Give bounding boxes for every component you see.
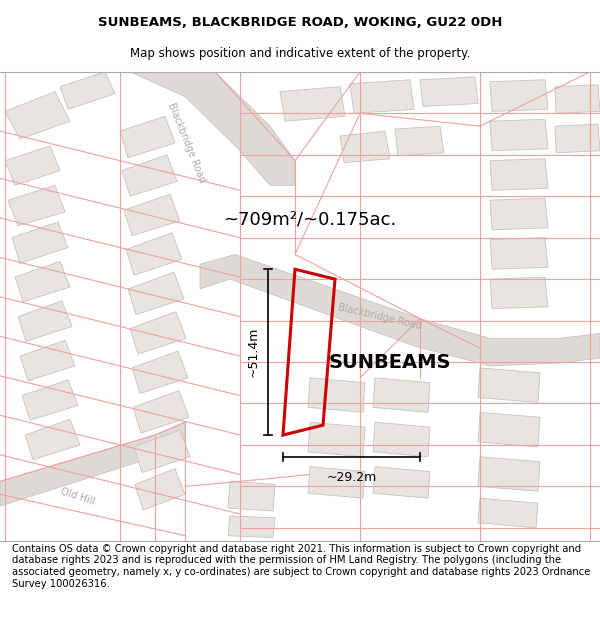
Polygon shape	[395, 126, 444, 156]
Polygon shape	[60, 72, 115, 109]
Polygon shape	[133, 391, 189, 433]
Polygon shape	[5, 146, 60, 186]
Polygon shape	[490, 277, 548, 309]
Text: Map shows position and indicative extent of the property.: Map shows position and indicative extent…	[130, 48, 470, 61]
Polygon shape	[340, 131, 390, 162]
Polygon shape	[120, 116, 175, 158]
Polygon shape	[350, 80, 414, 113]
Polygon shape	[132, 351, 188, 394]
Polygon shape	[22, 380, 78, 420]
Polygon shape	[8, 186, 65, 226]
Text: SUNBEAMS: SUNBEAMS	[329, 354, 451, 372]
Polygon shape	[134, 430, 190, 472]
Polygon shape	[373, 467, 430, 498]
Text: Contains OS data © Crown copyright and database right 2021. This information is : Contains OS data © Crown copyright and d…	[12, 544, 590, 589]
Polygon shape	[478, 368, 540, 402]
Text: ~51.4m: ~51.4m	[247, 327, 260, 378]
Text: Blackbridge Road: Blackbridge Road	[337, 302, 423, 331]
Polygon shape	[126, 232, 182, 275]
Polygon shape	[490, 198, 548, 230]
Polygon shape	[373, 378, 430, 412]
Polygon shape	[25, 419, 80, 460]
Polygon shape	[135, 469, 185, 510]
Polygon shape	[15, 261, 70, 302]
Polygon shape	[373, 422, 430, 457]
Polygon shape	[128, 272, 184, 314]
Polygon shape	[280, 87, 345, 121]
Polygon shape	[228, 516, 275, 538]
Polygon shape	[478, 498, 538, 528]
Text: ~709m²/~0.175ac.: ~709m²/~0.175ac.	[223, 211, 397, 229]
Polygon shape	[122, 155, 177, 196]
Polygon shape	[490, 159, 548, 190]
Polygon shape	[0, 422, 185, 506]
Polygon shape	[555, 85, 600, 113]
Polygon shape	[18, 301, 72, 341]
Polygon shape	[555, 124, 600, 152]
Text: Blackbridge Road: Blackbridge Road	[166, 101, 208, 184]
Text: SUNBEAMS, BLACKBRIDGE ROAD, WOKING, GU22 0DH: SUNBEAMS, BLACKBRIDGE ROAD, WOKING, GU22…	[98, 16, 502, 29]
Polygon shape	[20, 340, 75, 381]
Polygon shape	[124, 194, 180, 236]
Polygon shape	[5, 92, 70, 139]
Polygon shape	[200, 254, 600, 366]
Polygon shape	[420, 77, 478, 106]
Polygon shape	[490, 238, 548, 269]
Polygon shape	[308, 378, 365, 412]
Polygon shape	[490, 80, 548, 111]
Polygon shape	[478, 457, 540, 491]
Polygon shape	[130, 72, 295, 186]
Polygon shape	[308, 467, 365, 498]
Polygon shape	[130, 312, 186, 354]
Text: Old Hill: Old Hill	[59, 486, 97, 506]
Polygon shape	[478, 412, 540, 447]
Polygon shape	[12, 222, 68, 263]
Text: ~29.2m: ~29.2m	[326, 471, 377, 484]
Polygon shape	[308, 422, 365, 457]
Polygon shape	[228, 481, 275, 511]
Polygon shape	[490, 119, 548, 151]
